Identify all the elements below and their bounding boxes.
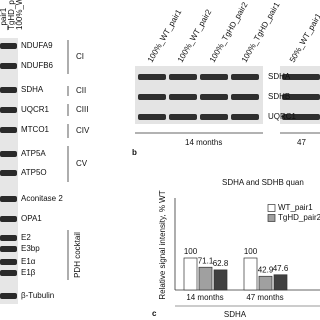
blot-band xyxy=(282,94,320,100)
y-axis-label: Relative signal intensity, % WT xyxy=(158,190,167,299)
protein-label: OPA1 xyxy=(21,214,42,223)
protein-label: MTCO1 xyxy=(21,125,50,134)
blot-band xyxy=(0,293,17,299)
panel-letter: c xyxy=(152,309,157,318)
value-label: 100 xyxy=(244,247,258,256)
value-label: 71.1 xyxy=(198,256,214,265)
blot-band xyxy=(0,151,17,157)
complex-label: CIV xyxy=(76,126,90,135)
blot-band xyxy=(231,114,259,120)
legend-label: WT_pair1 xyxy=(278,203,313,212)
value-label: 42.9 xyxy=(258,265,274,274)
blot-band xyxy=(138,114,166,120)
lane-label: TgHD_pair1 xyxy=(7,0,16,30)
complex-label: CIII xyxy=(76,105,88,114)
blot-band xyxy=(0,170,17,176)
blot-band xyxy=(169,74,197,80)
protein-label: SDHA xyxy=(21,85,44,94)
legend-swatch xyxy=(267,204,276,212)
protein-label: SDHB xyxy=(268,92,290,101)
value-label: 62.8 xyxy=(213,259,229,268)
bar xyxy=(243,257,258,291)
bar xyxy=(213,269,228,291)
complex-label: CV xyxy=(76,159,88,168)
protein-label: UQRC1 xyxy=(268,112,297,121)
protein-label: SDHA xyxy=(268,72,291,81)
blot-band xyxy=(0,216,17,222)
legend-label: TgHD_pair2 xyxy=(278,213,320,222)
protein-label: E3bp xyxy=(21,244,40,253)
blot-band xyxy=(282,114,320,120)
bar xyxy=(183,257,198,291)
blot-band xyxy=(0,196,17,202)
protein-label: NDUFB6 xyxy=(21,61,54,70)
blot-band xyxy=(0,107,17,113)
blot-band xyxy=(0,127,17,133)
value-label: 47.6 xyxy=(273,264,289,273)
blot-band xyxy=(0,270,17,276)
blot-band xyxy=(231,74,259,80)
blot-band xyxy=(138,94,166,100)
blot-band xyxy=(0,246,17,252)
blot-band xyxy=(138,74,166,80)
protein-label: E2 xyxy=(21,233,31,242)
blot-band xyxy=(0,87,17,93)
blot-band xyxy=(200,114,228,120)
blot-band xyxy=(0,259,17,265)
bar xyxy=(198,266,213,291)
panel-letter: b xyxy=(132,148,137,157)
protein-label: NDUFA9 xyxy=(21,41,53,50)
blot-band xyxy=(200,94,228,100)
blot-band xyxy=(200,74,228,80)
protein-label: E1β xyxy=(21,268,36,277)
complex-label: CI xyxy=(76,52,84,61)
blot-band xyxy=(0,43,17,49)
blot-band xyxy=(169,94,197,100)
protein-label: β-Tubulin xyxy=(21,291,54,300)
lane-label: 100%_WT_pair2 xyxy=(15,0,24,30)
complex-label: PDH cocktail xyxy=(73,232,82,278)
blot-band xyxy=(282,74,320,80)
blot-band xyxy=(169,114,197,120)
blot-band xyxy=(231,94,259,100)
blot-band xyxy=(0,235,17,241)
protein-label: E1α xyxy=(21,257,36,266)
complex-label: CII xyxy=(76,86,86,95)
x-tick-label: 47 months xyxy=(246,293,283,302)
age-label: 47 xyxy=(297,138,306,147)
protein-label: ATP5O xyxy=(21,168,47,177)
protein-label: ATP5A xyxy=(21,149,46,158)
value-label: 100 xyxy=(184,247,198,256)
protein-label: UQCR1 xyxy=(21,105,50,114)
bar xyxy=(273,274,288,291)
x-tick-label: 14 months xyxy=(186,293,223,302)
blot-band xyxy=(0,63,17,69)
bar xyxy=(258,275,273,291)
protein-label: Aconitase 2 xyxy=(21,194,63,203)
age-label: 14 months xyxy=(185,138,222,147)
legend-swatch xyxy=(267,214,276,222)
lane-label: _pair1 xyxy=(0,7,8,31)
chart-title: SDHA and SDHB quan xyxy=(222,178,304,187)
group-label: SDHA xyxy=(224,310,247,319)
